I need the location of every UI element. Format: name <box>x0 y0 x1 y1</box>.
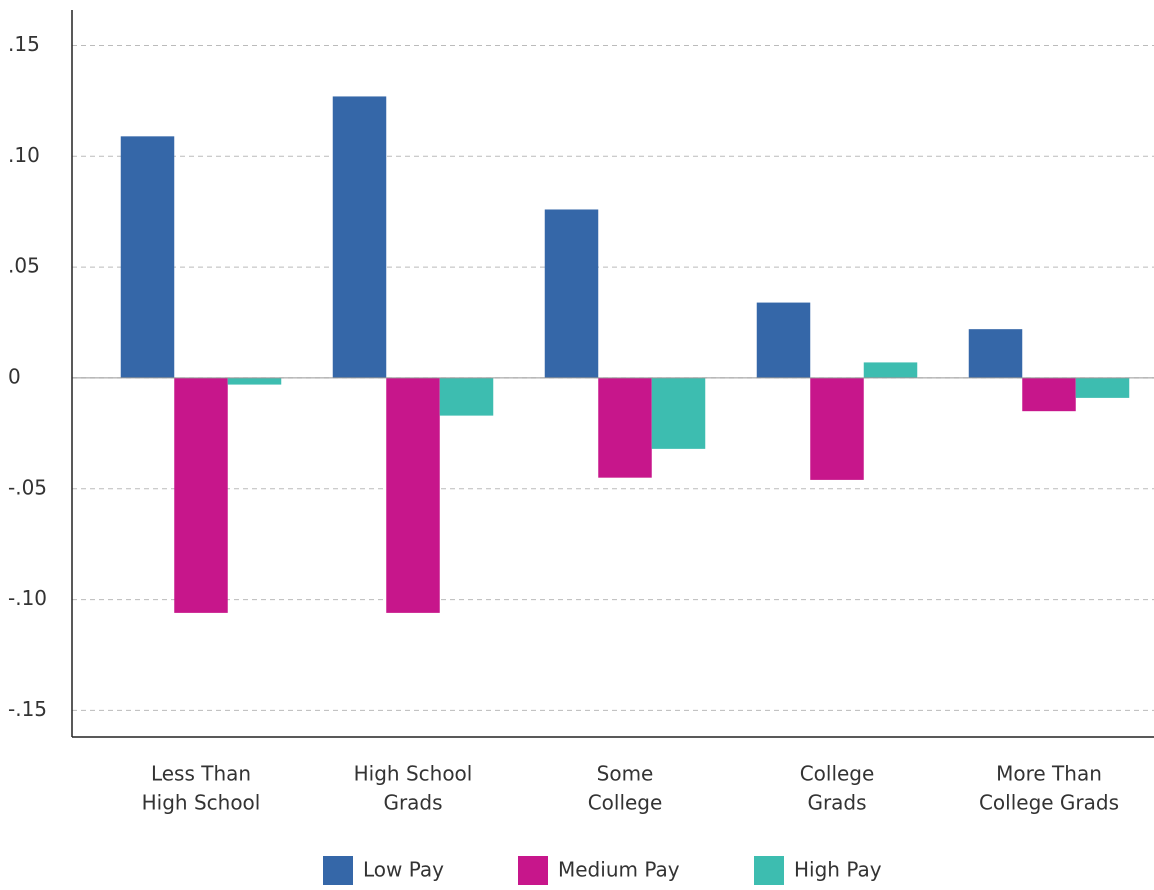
x-tick-label: Grads <box>807 791 866 815</box>
x-tick-label: Grads <box>383 791 442 815</box>
bar <box>863 362 918 378</box>
y-tick-label: -.15 <box>8 697 47 721</box>
y-tick-label: .10 <box>8 143 40 167</box>
legend-label: Medium Pay <box>558 858 680 882</box>
y-tick-label: 0 <box>8 364 21 388</box>
y-tick-label: .15 <box>8 32 40 56</box>
bar <box>968 329 1023 378</box>
bar <box>1022 377 1076 412</box>
x-tick-label: Less Than <box>151 762 251 786</box>
legend-label: High Pay <box>794 858 882 882</box>
bar <box>120 136 175 378</box>
bar <box>756 302 811 378</box>
bar <box>227 377 282 385</box>
x-tick-label: More Than <box>996 762 1102 786</box>
bar <box>651 377 706 449</box>
y-tick-label: -.05 <box>8 475 47 499</box>
bar <box>544 209 599 378</box>
bar <box>810 377 864 480</box>
legend-swatch <box>323 856 353 885</box>
bar <box>332 96 387 378</box>
bar <box>386 377 440 613</box>
y-tick-label: .05 <box>8 254 40 278</box>
x-tick-label: College <box>800 762 875 786</box>
x-tick-label: High School <box>142 791 261 815</box>
legend-swatch <box>754 856 784 885</box>
x-tick-label: Some <box>597 762 654 786</box>
x-tick-label: College <box>588 791 663 815</box>
bar <box>439 377 494 416</box>
x-tick-label: College Grads <box>979 791 1119 815</box>
legend-label: Low Pay <box>363 858 444 882</box>
bar <box>174 377 228 613</box>
bar <box>1075 377 1130 398</box>
bar <box>598 377 652 478</box>
legend-swatch <box>518 856 548 885</box>
x-tick-label: High School <box>354 762 473 786</box>
y-tick-label: -.10 <box>8 586 47 610</box>
